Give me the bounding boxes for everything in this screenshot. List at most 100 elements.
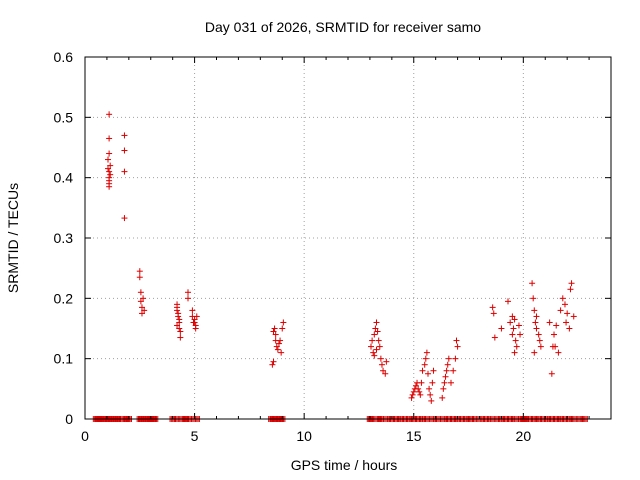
data-point xyxy=(509,313,516,320)
data-point xyxy=(174,322,181,329)
data-point xyxy=(530,295,537,302)
data-point xyxy=(377,355,384,362)
data-point xyxy=(491,334,498,341)
data-point xyxy=(430,367,437,374)
data-point xyxy=(553,322,560,329)
x-axis-label: GPS time / hours xyxy=(291,457,398,473)
data-point xyxy=(557,307,564,314)
data-point xyxy=(536,337,543,344)
data-point xyxy=(555,349,562,356)
data-point xyxy=(275,340,282,347)
data-point xyxy=(416,388,423,395)
data-point xyxy=(189,307,196,314)
data-point xyxy=(498,325,505,332)
data-point xyxy=(107,171,114,178)
data-point xyxy=(121,132,128,139)
data-point xyxy=(429,379,436,386)
data-point xyxy=(440,385,447,392)
data-point xyxy=(383,358,390,365)
plot-frame xyxy=(84,56,612,420)
data-point xyxy=(426,385,433,392)
data-point xyxy=(548,370,555,377)
data-point xyxy=(441,379,448,386)
data-point xyxy=(410,388,417,395)
data-points xyxy=(90,111,591,422)
data-point xyxy=(533,325,540,332)
data-point xyxy=(175,313,182,320)
data-point xyxy=(105,165,112,172)
data-point xyxy=(274,346,281,353)
data-point xyxy=(106,150,113,157)
data-point xyxy=(509,331,516,338)
y-tick-label: 0.4 xyxy=(54,170,74,186)
y-tick-label: 0.1 xyxy=(54,351,74,367)
data-point xyxy=(273,343,280,350)
data-point xyxy=(269,361,276,368)
data-point xyxy=(272,331,279,338)
y-tick-label: 0.3 xyxy=(54,230,74,246)
data-point xyxy=(138,304,145,311)
data-point xyxy=(507,319,514,326)
data-point xyxy=(567,286,574,293)
data-point xyxy=(190,319,197,326)
data-point xyxy=(532,319,539,326)
data-point xyxy=(517,331,524,338)
data-point xyxy=(280,319,287,326)
data-point xyxy=(373,346,380,353)
data-point xyxy=(427,391,434,398)
data-point xyxy=(568,280,575,287)
data-point xyxy=(409,391,416,398)
data-point xyxy=(423,349,430,356)
data-point xyxy=(374,328,381,335)
data-point xyxy=(443,367,450,374)
data-point xyxy=(278,349,285,356)
y-tick-label: 0.6 xyxy=(54,49,74,65)
data-point xyxy=(192,325,199,332)
data-point xyxy=(373,319,380,326)
data-point xyxy=(105,156,112,163)
data-point xyxy=(177,334,184,341)
data-point xyxy=(371,331,378,338)
x-tick-label: 20 xyxy=(516,428,532,444)
data-point xyxy=(107,162,114,169)
y-tick-label: 0.5 xyxy=(54,109,74,125)
data-point xyxy=(375,337,382,344)
data-point xyxy=(176,325,183,332)
data-point xyxy=(415,385,422,392)
data-point xyxy=(454,343,461,350)
data-point xyxy=(271,325,278,332)
data-point xyxy=(428,397,435,404)
data-point xyxy=(513,343,520,350)
data-point xyxy=(140,295,147,302)
data-point xyxy=(422,355,429,362)
data-point xyxy=(136,274,143,281)
data-point xyxy=(453,337,460,344)
data-point xyxy=(531,349,538,356)
data-point xyxy=(372,325,379,332)
data-point xyxy=(408,394,415,401)
data-point xyxy=(511,316,518,323)
data-point xyxy=(566,325,573,332)
data-point xyxy=(136,268,143,275)
chart-title: Day 031 of 2026, SRMTID for receiver sam… xyxy=(205,19,481,35)
data-point xyxy=(121,147,128,154)
data-point xyxy=(369,337,376,344)
data-point xyxy=(512,337,519,344)
data-point xyxy=(564,310,571,317)
tick-labels: 0 0.1 0.2 0.3 0.4 0.5 0.6 0 5 10 15 20 xyxy=(54,49,532,444)
data-point xyxy=(106,111,113,118)
x-tick-label: 15 xyxy=(406,428,422,444)
data-point xyxy=(106,177,113,184)
y-axis-label: SRMTID / TECUs xyxy=(5,183,21,293)
data-point xyxy=(193,313,200,320)
data-point xyxy=(137,298,144,305)
data-point xyxy=(537,343,544,350)
data-point xyxy=(378,361,385,368)
data-point xyxy=(533,313,540,320)
data-point xyxy=(424,370,431,377)
data-point xyxy=(531,307,538,314)
data-point xyxy=(439,394,446,401)
data-point xyxy=(489,304,496,311)
data-point xyxy=(504,298,511,305)
